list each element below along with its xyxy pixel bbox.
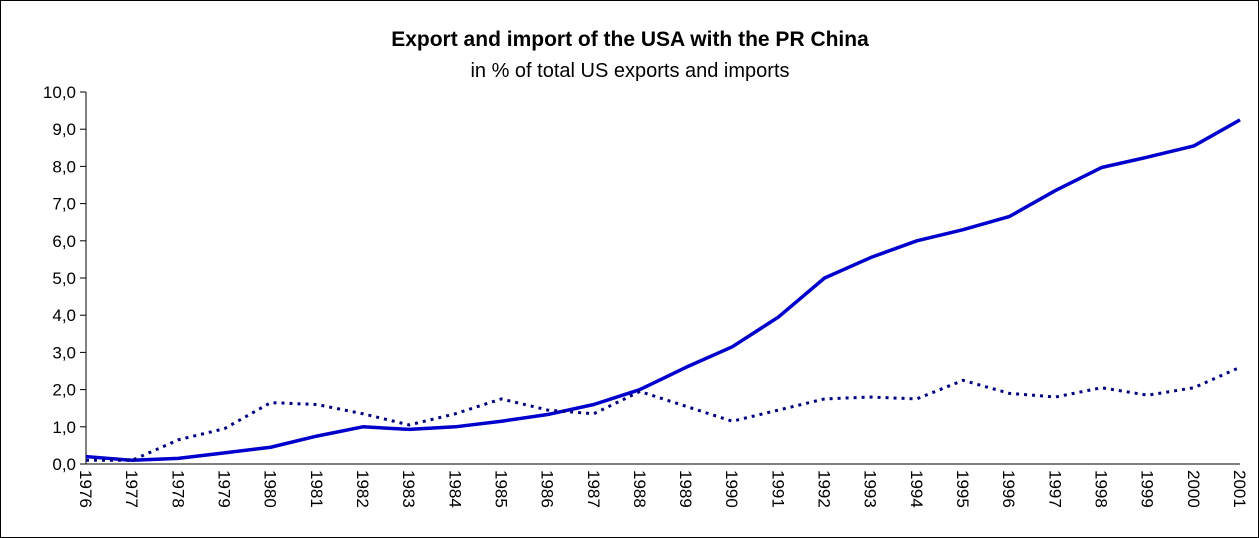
x-tick-label: 2001 — [1230, 470, 1249, 508]
x-tick-label: 1982 — [353, 470, 372, 508]
y-tick-label: 3,0 — [52, 343, 76, 362]
y-tick-label: 7,0 — [52, 195, 76, 214]
x-tick-label: 1976 — [76, 470, 95, 508]
y-tick-label: 4,0 — [52, 306, 76, 325]
x-tick-label: 1984 — [445, 470, 464, 508]
x-tick-label: 2000 — [1184, 470, 1203, 508]
x-tick-label: 1992 — [815, 470, 834, 508]
x-tick-label: 1993 — [861, 470, 880, 508]
x-tick-label: 1997 — [1045, 470, 1064, 508]
y-tick-label: 8,0 — [52, 157, 76, 176]
x-tick-label: 1988 — [630, 470, 649, 508]
x-tick-label: 1986 — [538, 470, 557, 508]
x-tick-label: 1994 — [907, 470, 926, 508]
series-line — [85, 118, 1241, 463]
x-tick-label: 1981 — [307, 470, 326, 508]
y-tick-label: 6,0 — [52, 232, 76, 251]
x-tick-label: 1978 — [168, 470, 187, 508]
y-tick-label: 9,0 — [52, 120, 76, 139]
x-tick-label: 1990 — [722, 470, 741, 508]
y-tick-label: 2,0 — [52, 381, 76, 400]
x-tick-label: 1980 — [261, 470, 280, 508]
x-tick-label: 1991 — [768, 470, 787, 508]
x-tick-label: 1987 — [584, 470, 603, 508]
x-tick-label: 1996 — [999, 470, 1018, 508]
y-tick-label: 1,0 — [52, 418, 76, 437]
x-tick-label: 1989 — [676, 470, 695, 508]
x-tick-label: 1977 — [122, 470, 141, 508]
chart-subtitle: in % of total US exports and imports — [470, 60, 789, 82]
x-tick-label: 1995 — [953, 470, 972, 508]
x-tick-label: 1985 — [491, 470, 510, 508]
y-tick-label: 10,0 — [43, 83, 76, 102]
chart-title: Export and import of the USA with the PR… — [391, 28, 869, 51]
x-tick-label: 1998 — [1092, 470, 1111, 508]
y-tick-label: 5,0 — [52, 269, 76, 288]
x-tick-label: 1983 — [399, 470, 418, 508]
y-tick-label: 0,0 — [52, 455, 76, 474]
x-tick-label: 1999 — [1138, 470, 1157, 508]
x-tick-label: 1979 — [214, 470, 233, 508]
